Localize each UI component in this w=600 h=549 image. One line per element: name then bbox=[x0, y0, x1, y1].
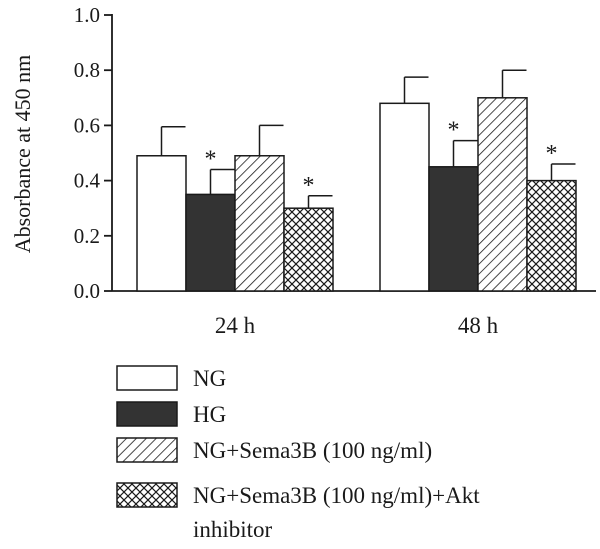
legend-label: HG bbox=[193, 402, 226, 427]
significance-marker: * bbox=[205, 147, 217, 173]
bar-white-1 bbox=[379, 102, 430, 292]
y-tick-label: 0.2 bbox=[74, 224, 100, 248]
x-tick-label: 24 h bbox=[215, 313, 256, 338]
y-tick-label: 0.0 bbox=[74, 279, 100, 303]
legend-swatch-diagonal bbox=[116, 437, 178, 463]
bar-diagonal-0 bbox=[234, 155, 285, 292]
bar-solid-1 bbox=[428, 166, 479, 292]
legend-swatch-crosshatch bbox=[116, 482, 178, 508]
significance-marker: * bbox=[303, 173, 315, 199]
bar-white-0 bbox=[136, 155, 187, 292]
y-tick-label: 0.8 bbox=[74, 58, 100, 82]
bar-solid-0 bbox=[185, 193, 236, 292]
bars: * * * * bbox=[136, 69, 577, 292]
legend-swatch-white bbox=[116, 365, 178, 391]
legend-swatch-solid bbox=[116, 401, 178, 427]
legend: NG HG NG+Sema3B (100 ng/ml) NG+Sema3B (100 … bbox=[116, 365, 480, 542]
y-tick-label: 1.0 bbox=[74, 3, 100, 27]
legend-label: NG bbox=[193, 366, 226, 391]
bar-crosshatch-1 bbox=[526, 179, 577, 292]
bar-diagonal-1 bbox=[477, 97, 528, 292]
significance-marker: * bbox=[546, 141, 558, 167]
x-tick-label: 48 h bbox=[458, 313, 499, 338]
y-axis: 0.0 0.2 0.4 0.6 0.8 1.0 bbox=[74, 3, 113, 303]
legend-label: NG+Sema3B (100 ng/ml)+Akt inhibitor bbox=[193, 483, 480, 542]
x-axis: 24 h 48 h bbox=[112, 290, 596, 338]
y-tick-label: 0.6 bbox=[74, 113, 100, 137]
y-axis-title: Absorbance at 450 nm bbox=[10, 55, 35, 254]
y-tick-label: 0.4 bbox=[74, 169, 101, 193]
significance-marker: * bbox=[448, 118, 460, 144]
bar-crosshatch-0 bbox=[283, 207, 334, 292]
legend-label: NG+Sema3B (100 ng/ml) bbox=[193, 438, 432, 463]
